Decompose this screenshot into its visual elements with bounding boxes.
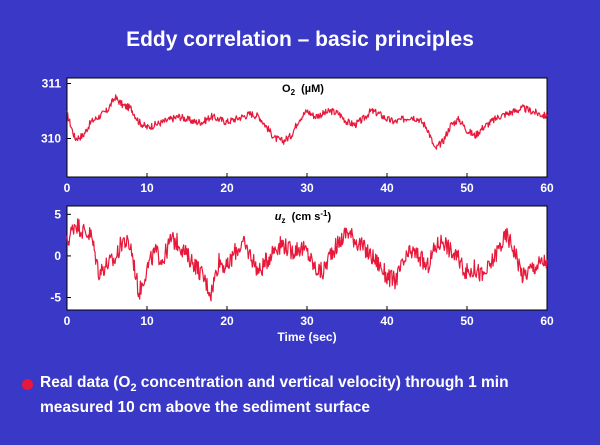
x-tick-label: 10 [140,314,154,328]
y-tick-label: 0 [54,249,61,263]
chart-title-sub: z [282,216,286,225]
y-tick-label: 310 [41,132,61,146]
chart-title-sup: -1 [320,209,328,218]
slide-title: Eddy correlation – basic principles [126,28,474,51]
chart-title: O2 (µM) [282,83,324,97]
x-axis-label: Time (sec) [277,330,336,344]
chart-title-rest: (cm s [286,211,321,223]
chart-title-main: u [275,211,282,223]
x-tick-label: 30 [300,181,314,195]
x-tick-label: 60 [540,314,554,328]
x-tick-label: 50 [460,314,474,328]
x-tick-label: 0 [64,314,71,328]
x-tick-label: 40 [380,181,394,195]
plot-area [66,205,548,311]
series-line-O2 [66,94,548,150]
y-tick-label: 5 [54,207,61,221]
y-tick-label: 311 [42,77,62,91]
bullet-line1-pre: Real data (O [40,374,131,391]
bullet-text: Real data (O2 concentration and vertical… [40,373,580,417]
chart-2: 0 10 20 30 40 50 60-505 uz (cm s-1)Time (sec) [50,205,554,344]
x-tick-label: 40 [380,314,394,328]
chart-title-sub: 2 [291,88,296,97]
chart-title-main: O [282,83,291,95]
series-line-uz [66,218,548,302]
x-tick-label: 30 [300,314,314,328]
x-tick-label: 60 [540,181,554,195]
bullet-line2: measured 10 cm above the sediment surfac… [40,399,370,417]
x-tick-label: 20 [220,181,234,195]
bullet-line1-sub: 2 [130,382,137,395]
x-tick-label: 20 [220,314,234,328]
x-tick-label: 10 [140,181,154,195]
chart-title-close: ) [328,211,332,223]
chart-title: uz (cm s-1) [275,209,332,225]
chart-1: 0 10 20 30 40 50 60 310 311 O2 (µM) [41,77,554,196]
y-tick-label: -5 [50,291,61,305]
x-tick-label: 0 [64,181,71,195]
bullet-line1-post: concentration and vertical velocity) thr… [136,374,509,391]
x-tick-label: 50 [460,181,474,195]
bullet-dot-icon [22,379,33,390]
chart-title-rest: (µM) [295,83,324,95]
